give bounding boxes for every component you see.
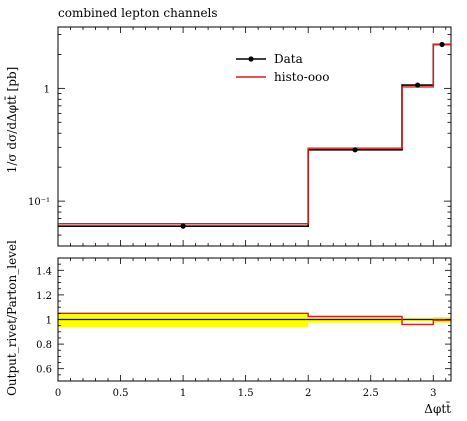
ratio-band [58,313,451,327]
ratio-ytick-label: 1 [46,316,52,327]
ratio-ytick-label: 1.4 [36,266,52,277]
series-data-point [180,223,186,229]
ratio-xtick-label: 2.5 [363,388,379,399]
ratio-uncertainty-band [58,313,309,327]
series-histo-ooo-line [58,43,451,225]
ratio-xtick-label: 1 [180,388,186,399]
series-data-line [58,43,451,227]
ratio-series [58,312,451,326]
ratio-xtick-label: 1.5 [238,388,254,399]
main-ytick-label: 10⁻¹ [28,197,50,208]
ratio-xtick-label: 2 [305,388,311,399]
ratio-ytick-labels: 0.6 0.8 1 1.2 1.4 [36,266,52,375]
ratio-ytick-label: 1.2 [36,291,52,302]
ratio-ylabel: Output_rivet/Parton_level [5,240,19,396]
ratio-ytick-label: 0.8 [36,340,52,351]
ratio-xtick-labels: 0 0.5 1 1.5 2 2.5 3 [55,388,437,399]
ratio-panel: 0.6 0.8 1 1.2 1.4 0 0.5 1 1.5 2 2.5 3 [36,257,452,399]
series-data-point [415,82,421,88]
legend-data-label: Data [274,52,303,66]
main-frame [57,26,452,247]
series-data-point [352,147,358,153]
legend-data-marker [248,56,254,62]
legend: Data histo-ooo [236,52,330,84]
ratio-xlabel: Δφtt̄ [424,400,451,416]
chart-title: combined lepton channels [58,6,218,20]
main-panel: 10⁻¹ 1 [28,26,452,247]
ratio-xtick-label: 0 [55,388,61,399]
main-ytick-label: 1 [44,84,50,95]
ratio-xtick-label: 0.5 [113,388,129,399]
ratio-ticks [57,257,451,382]
main-ylabel: 1/σ dσ/dΔφtt̄ [pb] [3,67,19,174]
ratio-ytick-label: 0.6 [36,365,52,376]
ratio-histo-ooo-line [58,312,451,326]
main-series [58,41,451,229]
main-ticks [57,27,451,247]
ratio-xtick-label: 3 [430,388,436,399]
main-ytick-labels: 10⁻¹ 1 [28,84,50,208]
legend-histo-label: histo-ooo [274,70,330,84]
series-data-point [439,41,445,48]
